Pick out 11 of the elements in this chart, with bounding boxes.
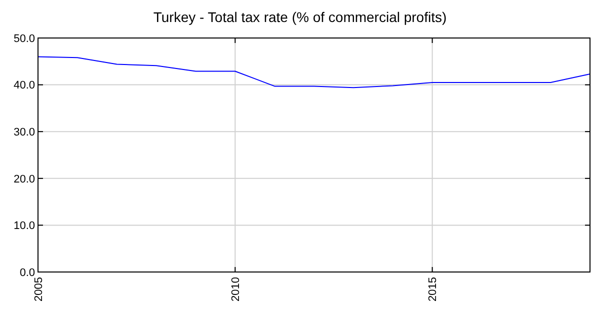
y-tick-label: 0.0 [20,266,35,279]
y-tick-label: 20.0 [14,173,35,186]
line-series [38,56,590,88]
x-tick-label: 2005 [32,277,45,302]
y-tick-label: 10.0 [14,220,35,232]
chart-title: Turkey - Total tax rate (% of commercial profits) [153,9,447,25]
y-tick-label: 50.0 [14,32,35,45]
y-tick-label: 30.0 [14,126,35,138]
y-tick-label: 40.0 [14,80,35,92]
x-tick-label: 2010 [230,277,242,302]
x-tick-label: 2015 [427,277,440,302]
